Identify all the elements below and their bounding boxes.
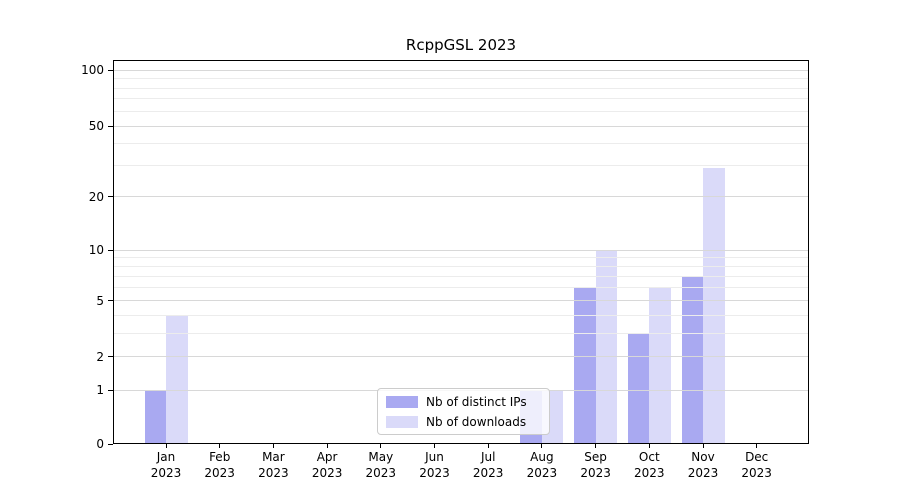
bar-oct-downloads	[649, 287, 671, 443]
x-tick-label-jan: Jan 2023	[150, 450, 182, 480]
x-tick-dec	[756, 444, 758, 448]
x-tick-label-sep: Sep 2023	[580, 450, 611, 480]
y-tick-5	[108, 300, 113, 302]
x-tick-feb	[219, 444, 221, 448]
x-tick-mar	[272, 444, 274, 448]
x-tick-label-mar: Mar 2023	[258, 450, 289, 480]
y-tick-10	[108, 249, 113, 251]
x-tick-label-dec: Dec 2023	[741, 450, 772, 480]
x-tick-jun	[434, 444, 435, 448]
y-tick-label-20: 20	[88, 189, 104, 204]
bar-jan-distinct-ips	[144, 390, 166, 443]
chart-title: RcppGSL 2023	[405, 36, 517, 54]
y-tick-label-1: 1	[96, 383, 104, 397]
y-tick-label-2: 2	[96, 349, 104, 364]
x-tick-may	[380, 444, 382, 448]
x-tick-label-oct: Oct 2023	[634, 450, 665, 480]
x-tick-sep	[595, 444, 597, 448]
y-tick-2	[108, 356, 113, 358]
x-tick-apr	[326, 444, 328, 448]
legend: Nb of distinct IPs Nb of downloads	[377, 388, 550, 435]
y-tick-label-5: 5	[96, 293, 104, 308]
legend-label-downloads: Nb of downloads	[426, 414, 527, 429]
bar-sep-distinct-ips	[574, 287, 596, 443]
legend-item-downloads: Nb of downloads	[386, 414, 541, 430]
x-tick-label-nov: Nov 2023	[687, 450, 719, 480]
x-tick-oct	[648, 444, 650, 448]
y-tick-label-50: 50	[88, 119, 104, 133]
y-tick-0	[108, 443, 113, 445]
bar-nov-distinct-ips	[681, 276, 703, 443]
x-tick-aug	[541, 444, 543, 448]
x-tick-jul	[487, 444, 489, 448]
legend-swatch-distinct-ips	[386, 395, 418, 408]
x-tick-nov	[702, 444, 704, 448]
x-tick-label-feb: Feb 2023	[204, 450, 235, 480]
y-tick-50	[108, 125, 113, 127]
legend-swatch-downloads	[386, 415, 418, 428]
y-tick-label-100: 100	[81, 63, 104, 77]
x-tick-jan	[165, 444, 167, 448]
y-tick-label-0: 0	[96, 437, 104, 451]
bar-nov-downloads	[703, 168, 725, 443]
x-tick-label-aug: Aug 2023	[526, 450, 558, 480]
bar-oct-distinct-ips	[627, 333, 650, 443]
y-tick-label-10: 10	[88, 243, 104, 257]
x-tick-label-may: May 2023	[365, 450, 397, 480]
x-tick-label-jun: Jun 2023	[419, 450, 450, 480]
legend-label-distinct-ips: Nb of distinct IPs	[426, 394, 527, 409]
legend-item-distinct-ips: Nb of distinct IPs	[386, 394, 541, 410]
bar-sep-downloads	[595, 250, 618, 443]
x-tick-label-apr: Apr 2023	[311, 450, 343, 480]
y-tick-20	[108, 196, 113, 198]
bar-jan-downloads	[166, 315, 188, 443]
y-tick-100	[108, 69, 113, 71]
y-tick-1	[108, 389, 113, 391]
x-tick-label-jul: Jul 2023	[472, 450, 504, 480]
